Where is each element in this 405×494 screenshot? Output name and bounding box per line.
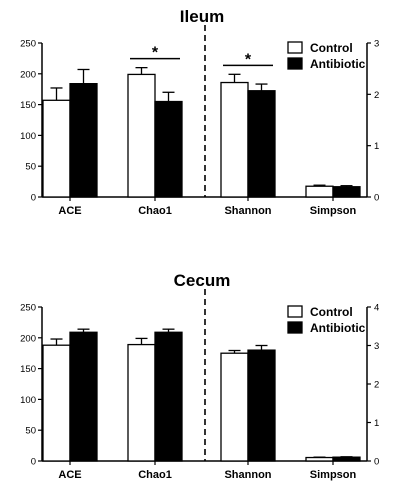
category-label: ACE [58,205,81,217]
legend-swatch-antibiotic [287,321,303,334]
bar-antibiotic-shannon [247,90,276,198]
bar-antibiotic-simpson [332,186,361,198]
left-axis-tick-label: 50 [25,162,36,173]
bar-antibiotic-chao1 [154,331,183,462]
chart-panel-2: Cecum 0 50 100 150 200 250 0 1 2 3 4 ACE Chao1 Shannon… [20,271,379,481]
category-label: Shannon [224,469,271,481]
right-axis-tick-label: 0 [374,193,379,204]
bar-control-chao1 [127,73,156,198]
category-label: Shannon [224,205,271,217]
left-axis-tick-label: 200 [20,333,36,344]
left-axis-tick-label: 150 [20,100,36,111]
right-axis-tick-label: 3 [374,39,379,50]
left-axis-tick-label: 150 [20,364,36,375]
category-label: Chao1 [138,469,172,481]
left-axis-tick-label: 200 [20,69,36,80]
bar-control-simpson [305,456,334,462]
legend-label-antibiotic: Antibiotic [310,321,366,335]
right-axis-tick-label: 1 [374,418,379,429]
bar-antibiotic-chao1 [154,100,183,198]
bar-control-chao1 [127,343,156,462]
legend-label-control: Control [310,41,353,55]
category-label: Chao1 [138,205,172,217]
left-axis-tick-label: 0 [31,457,36,468]
bar-antibiotic-ace [69,83,98,198]
significance-star: * [245,51,252,68]
right-axis-tick-label: 4 [374,303,379,314]
chart-title: Ileum [180,7,224,26]
legend-label-antibiotic: Antibiotic [310,57,366,71]
legend-swatch-control [287,305,303,318]
left-axis-tick-label: 0 [31,193,36,204]
left-axis-tick-label: 250 [20,39,36,50]
left-axis-tick-label: 100 [20,395,36,406]
bar-antibiotic-simpson [332,456,361,462]
left-axis-tick-label: 50 [25,426,36,437]
legend-swatch-control [287,41,303,54]
significance-star: * [152,45,159,62]
left-axis-tick-label: 100 [20,131,36,142]
right-axis-tick-label: 2 [374,380,379,391]
bar-control-shannon [220,352,249,462]
bar-control-ace [42,344,71,462]
category-label: Simpson [310,469,357,481]
bar-antibiotic-shannon [247,349,276,462]
bar-control-shannon [220,81,249,198]
category-label: Simpson [310,205,357,217]
legend-label-control: Control [310,305,353,319]
bar-control-simpson [305,185,334,198]
bar-control-ace [42,99,71,198]
category-label: ACE [58,469,81,481]
chart-title: Cecum [174,271,231,290]
legend-swatch-antibiotic [287,57,303,70]
left-axis-tick-label: 250 [20,303,36,314]
right-axis-tick-label: 0 [374,457,379,468]
right-axis-tick-label: 1 [374,141,379,152]
bar-antibiotic-ace [69,331,98,462]
right-axis-tick-label: 3 [374,341,379,352]
chart-panel-1: Ileum 0 50 100 150 200 250 0 1 2 3 ACE Chao1 Shannon S… [20,7,379,217]
right-axis-tick-label: 2 [374,90,379,101]
